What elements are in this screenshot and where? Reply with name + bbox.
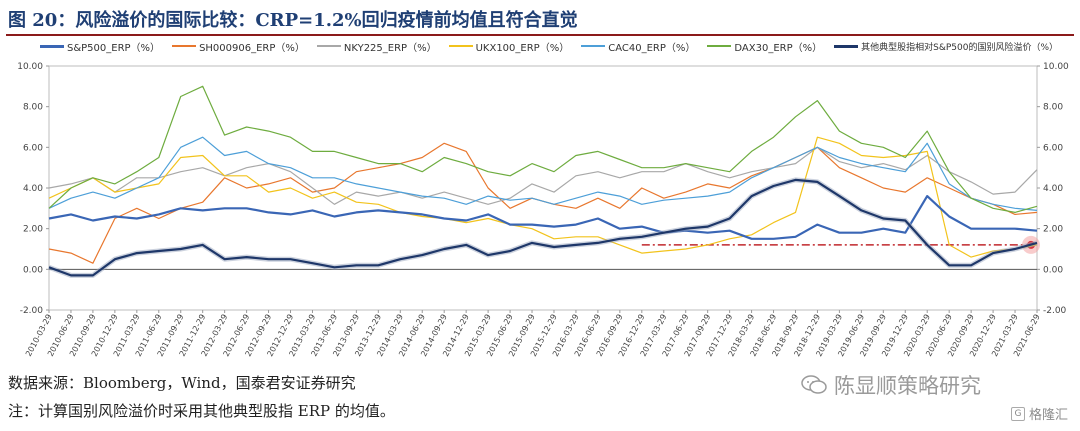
series-line-0 xyxy=(48,195,1038,240)
title-rule xyxy=(6,34,1074,36)
legend-swatch xyxy=(172,45,197,47)
legend-item: UKX100_ERP（%） xyxy=(448,39,570,54)
watermark: 陈显顺策略研究 xyxy=(800,370,981,400)
watermark-text: 陈显顺策略研究 xyxy=(834,374,981,398)
legend-item: DAX30_ERP（%） xyxy=(707,39,822,54)
y2-tick-label: -2.00 xyxy=(1043,306,1067,316)
legend-label: CAC40_ERP（%） xyxy=(608,42,696,54)
chart-title: 图 20：风险溢价的国际比较：CRP=1.2%回归疫情前均值且符合直觉 xyxy=(8,10,578,31)
y-tick-label: 4.00 xyxy=(23,184,43,194)
chart-note: 注：计算国别风险溢价时采用其他典型股指 ERP 的均值。 xyxy=(8,402,395,420)
logo-text: 格隆汇 xyxy=(1028,408,1068,423)
y2-tick-label: 2.00 xyxy=(1043,225,1063,235)
y2-tick-label: 10.00 xyxy=(1043,62,1069,72)
series-line-4 xyxy=(48,136,1038,211)
legend-swatch xyxy=(448,45,473,47)
y-tick-label: 0.00 xyxy=(23,265,43,275)
y2-tick-label: 8.00 xyxy=(1043,103,1063,113)
legend-item: CAC40_ERP（%） xyxy=(581,39,695,54)
y-tick-label: 2.00 xyxy=(23,225,43,235)
y2-tick-label: 4.00 xyxy=(1043,184,1063,194)
y-tick-label: 10.00 xyxy=(17,62,43,72)
legend-label: NKY225_ERP（%） xyxy=(343,42,437,54)
legend-item: NKY225_ERP（%） xyxy=(316,39,437,54)
legend-swatch xyxy=(707,45,732,47)
series-line-5 xyxy=(48,85,1038,213)
series-glow-crp xyxy=(48,177,1038,278)
y-tick-label: 8.00 xyxy=(23,103,43,113)
y-tick-label: 6.00 xyxy=(23,143,43,153)
y2-tick-label: 0.00 xyxy=(1043,265,1063,275)
legend-swatch xyxy=(834,44,859,48)
line-chart: 10.00 8.00 6.00 4.00 2.00 0.00 -2.00 10.00 8.00 6… xyxy=(17,62,1069,358)
legend-swatch xyxy=(581,45,606,47)
y2-tick-label: 6.00 xyxy=(1043,143,1063,153)
legend-item: 其他典型股指相对S&P500的国别风险溢价（%） xyxy=(834,40,1058,53)
legend-swatch xyxy=(40,44,64,48)
logo: G 格隆汇 xyxy=(1010,404,1068,423)
legend-item: SH000906_ERP（%） xyxy=(172,39,305,54)
legend-label: SH000906_ERP（%） xyxy=(199,42,305,54)
y-tick-label: -2.00 xyxy=(20,306,44,316)
logo-icon: G xyxy=(1010,406,1025,421)
legend-label: S&P500_ERP（%） xyxy=(67,42,161,54)
wechat-icon xyxy=(801,375,827,394)
legend-label: 其他典型股指相对S&P500的国别风险溢价（%） xyxy=(861,42,1059,53)
series-line-3 xyxy=(48,136,1038,258)
data-source: 数据来源：Bloomberg，Wind，国泰君安证券研究 xyxy=(8,374,356,392)
legend-swatch xyxy=(316,45,341,47)
chart-legend: S&P500_ERP（%） SH000906_ERP（%） NKY225_ERP（%… xyxy=(40,38,1070,54)
legend-label: UKX100_ERP（%） xyxy=(475,42,570,54)
legend-label: DAX30_ERP（%） xyxy=(734,42,823,54)
legend-item: S&P500_ERP（%） xyxy=(40,39,160,54)
series-line-6 xyxy=(48,178,1038,277)
